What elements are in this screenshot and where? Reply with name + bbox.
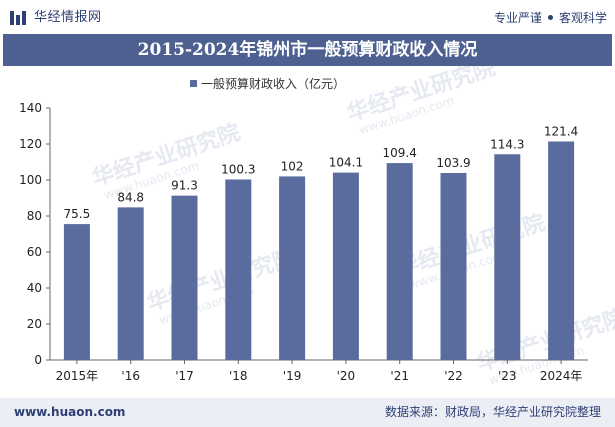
data-label: 75.5 bbox=[64, 207, 91, 221]
data-label: 104.1 bbox=[329, 156, 363, 170]
data-label: 114.3 bbox=[490, 137, 524, 151]
bar bbox=[63, 224, 90, 360]
x-tick-label: 2024年 bbox=[540, 369, 583, 383]
tagline-right: 客观科学 bbox=[558, 11, 607, 25]
y-tick-label: 80 bbox=[27, 209, 42, 223]
x-tick-label: '18 bbox=[229, 369, 248, 383]
x-tick-label: '19 bbox=[283, 369, 302, 383]
legend-label: 一般预算财政收入（亿元） bbox=[201, 76, 345, 91]
data-label: 109.4 bbox=[383, 146, 417, 160]
bars bbox=[63, 141, 575, 360]
data-label: 100.3 bbox=[221, 162, 255, 176]
bar bbox=[117, 207, 144, 360]
tagline-left: 专业严谨 bbox=[493, 11, 542, 25]
y-tick-label: 120 bbox=[19, 137, 42, 151]
data-label: 102 bbox=[281, 159, 304, 173]
data-labels: 75.5 84.8 91.3 100.3 102 104.1 109.4 103.9 114.3… bbox=[64, 124, 579, 221]
footer: www.huaon.com 数据来源：财政局，华经产业研究院整理 bbox=[0, 398, 615, 427]
data-label: 84.8 bbox=[117, 190, 144, 204]
bar bbox=[279, 176, 306, 360]
y-tick-label: 100 bbox=[19, 173, 42, 187]
bar bbox=[171, 195, 198, 360]
x-tick-label: '16 bbox=[121, 369, 140, 383]
axes: 0 20 40 60 80 100 120 140 2015年 '16 '17 '18 '19 '20 '2… bbox=[19, 101, 588, 383]
data-label: 91.3 bbox=[171, 179, 198, 193]
y-tick-label: 0 bbox=[34, 353, 42, 367]
bullet-dot-icon bbox=[547, 15, 553, 20]
bar-chart: 华经产业研究院www.huaon.com华经产业研究院www.huaon.com… bbox=[19, 66, 615, 387]
chart-legend: 一般预算财政收入（亿元） bbox=[190, 76, 345, 91]
bar bbox=[494, 154, 521, 360]
legend-swatch bbox=[190, 80, 197, 87]
bar bbox=[332, 172, 359, 360]
data-label: 121.4 bbox=[544, 124, 578, 138]
brand-name: 华经情报网 bbox=[34, 10, 102, 25]
brand-logo-icon bbox=[10, 11, 26, 25]
bar bbox=[225, 179, 252, 360]
data-label: 103.9 bbox=[436, 156, 470, 170]
x-tick-label: '20 bbox=[337, 369, 356, 383]
title-bar: 2015-2024年锦州市一般预算财政收入情况 bbox=[3, 34, 612, 66]
top-bar: 华经情报网 专业严谨 客观科学 bbox=[0, 0, 615, 34]
tagline: 专业严谨 客观科学 bbox=[494, 10, 607, 26]
bar bbox=[440, 172, 467, 360]
y-tick-label: 40 bbox=[27, 281, 42, 295]
footer-url: www.huaon.com bbox=[14, 405, 126, 419]
x-tick-label: '22 bbox=[444, 369, 463, 383]
footer-source: 数据来源：财政局，华经产业研究院整理 bbox=[384, 405, 601, 419]
x-tick-label: '21 bbox=[390, 369, 409, 383]
y-tick-label: 140 bbox=[19, 101, 42, 115]
y-tick-label: 20 bbox=[27, 317, 42, 331]
bar bbox=[548, 141, 575, 360]
y-tick-label: 60 bbox=[27, 245, 42, 259]
x-tick-label: '17 bbox=[175, 369, 194, 383]
x-tick-label: '23 bbox=[498, 369, 517, 383]
bar bbox=[386, 163, 413, 360]
x-tick-label: 2015年 bbox=[56, 369, 99, 383]
chart-title: 2015-2024年锦州市一般预算财政收入情况 bbox=[137, 40, 478, 60]
